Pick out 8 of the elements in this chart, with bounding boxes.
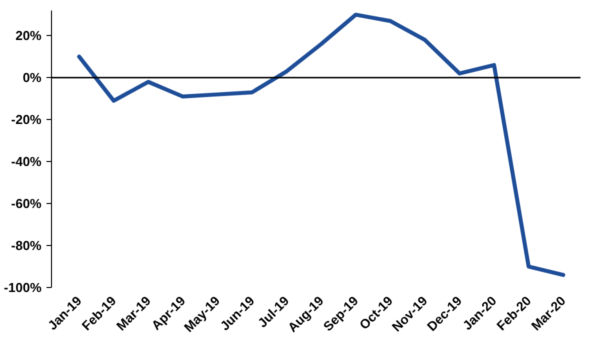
y-tick-label: -80% — [11, 238, 42, 254]
y-tick-label: 20% — [15, 28, 42, 44]
y-tick-label: -20% — [11, 112, 42, 128]
line-series — [77, 12, 566, 277]
y-tick-label: -100% — [4, 280, 42, 295]
y-tick-label: 0% — [22, 70, 42, 86]
y-tick-label: -60% — [11, 196, 42, 212]
y-tick-label: -40% — [11, 154, 42, 170]
